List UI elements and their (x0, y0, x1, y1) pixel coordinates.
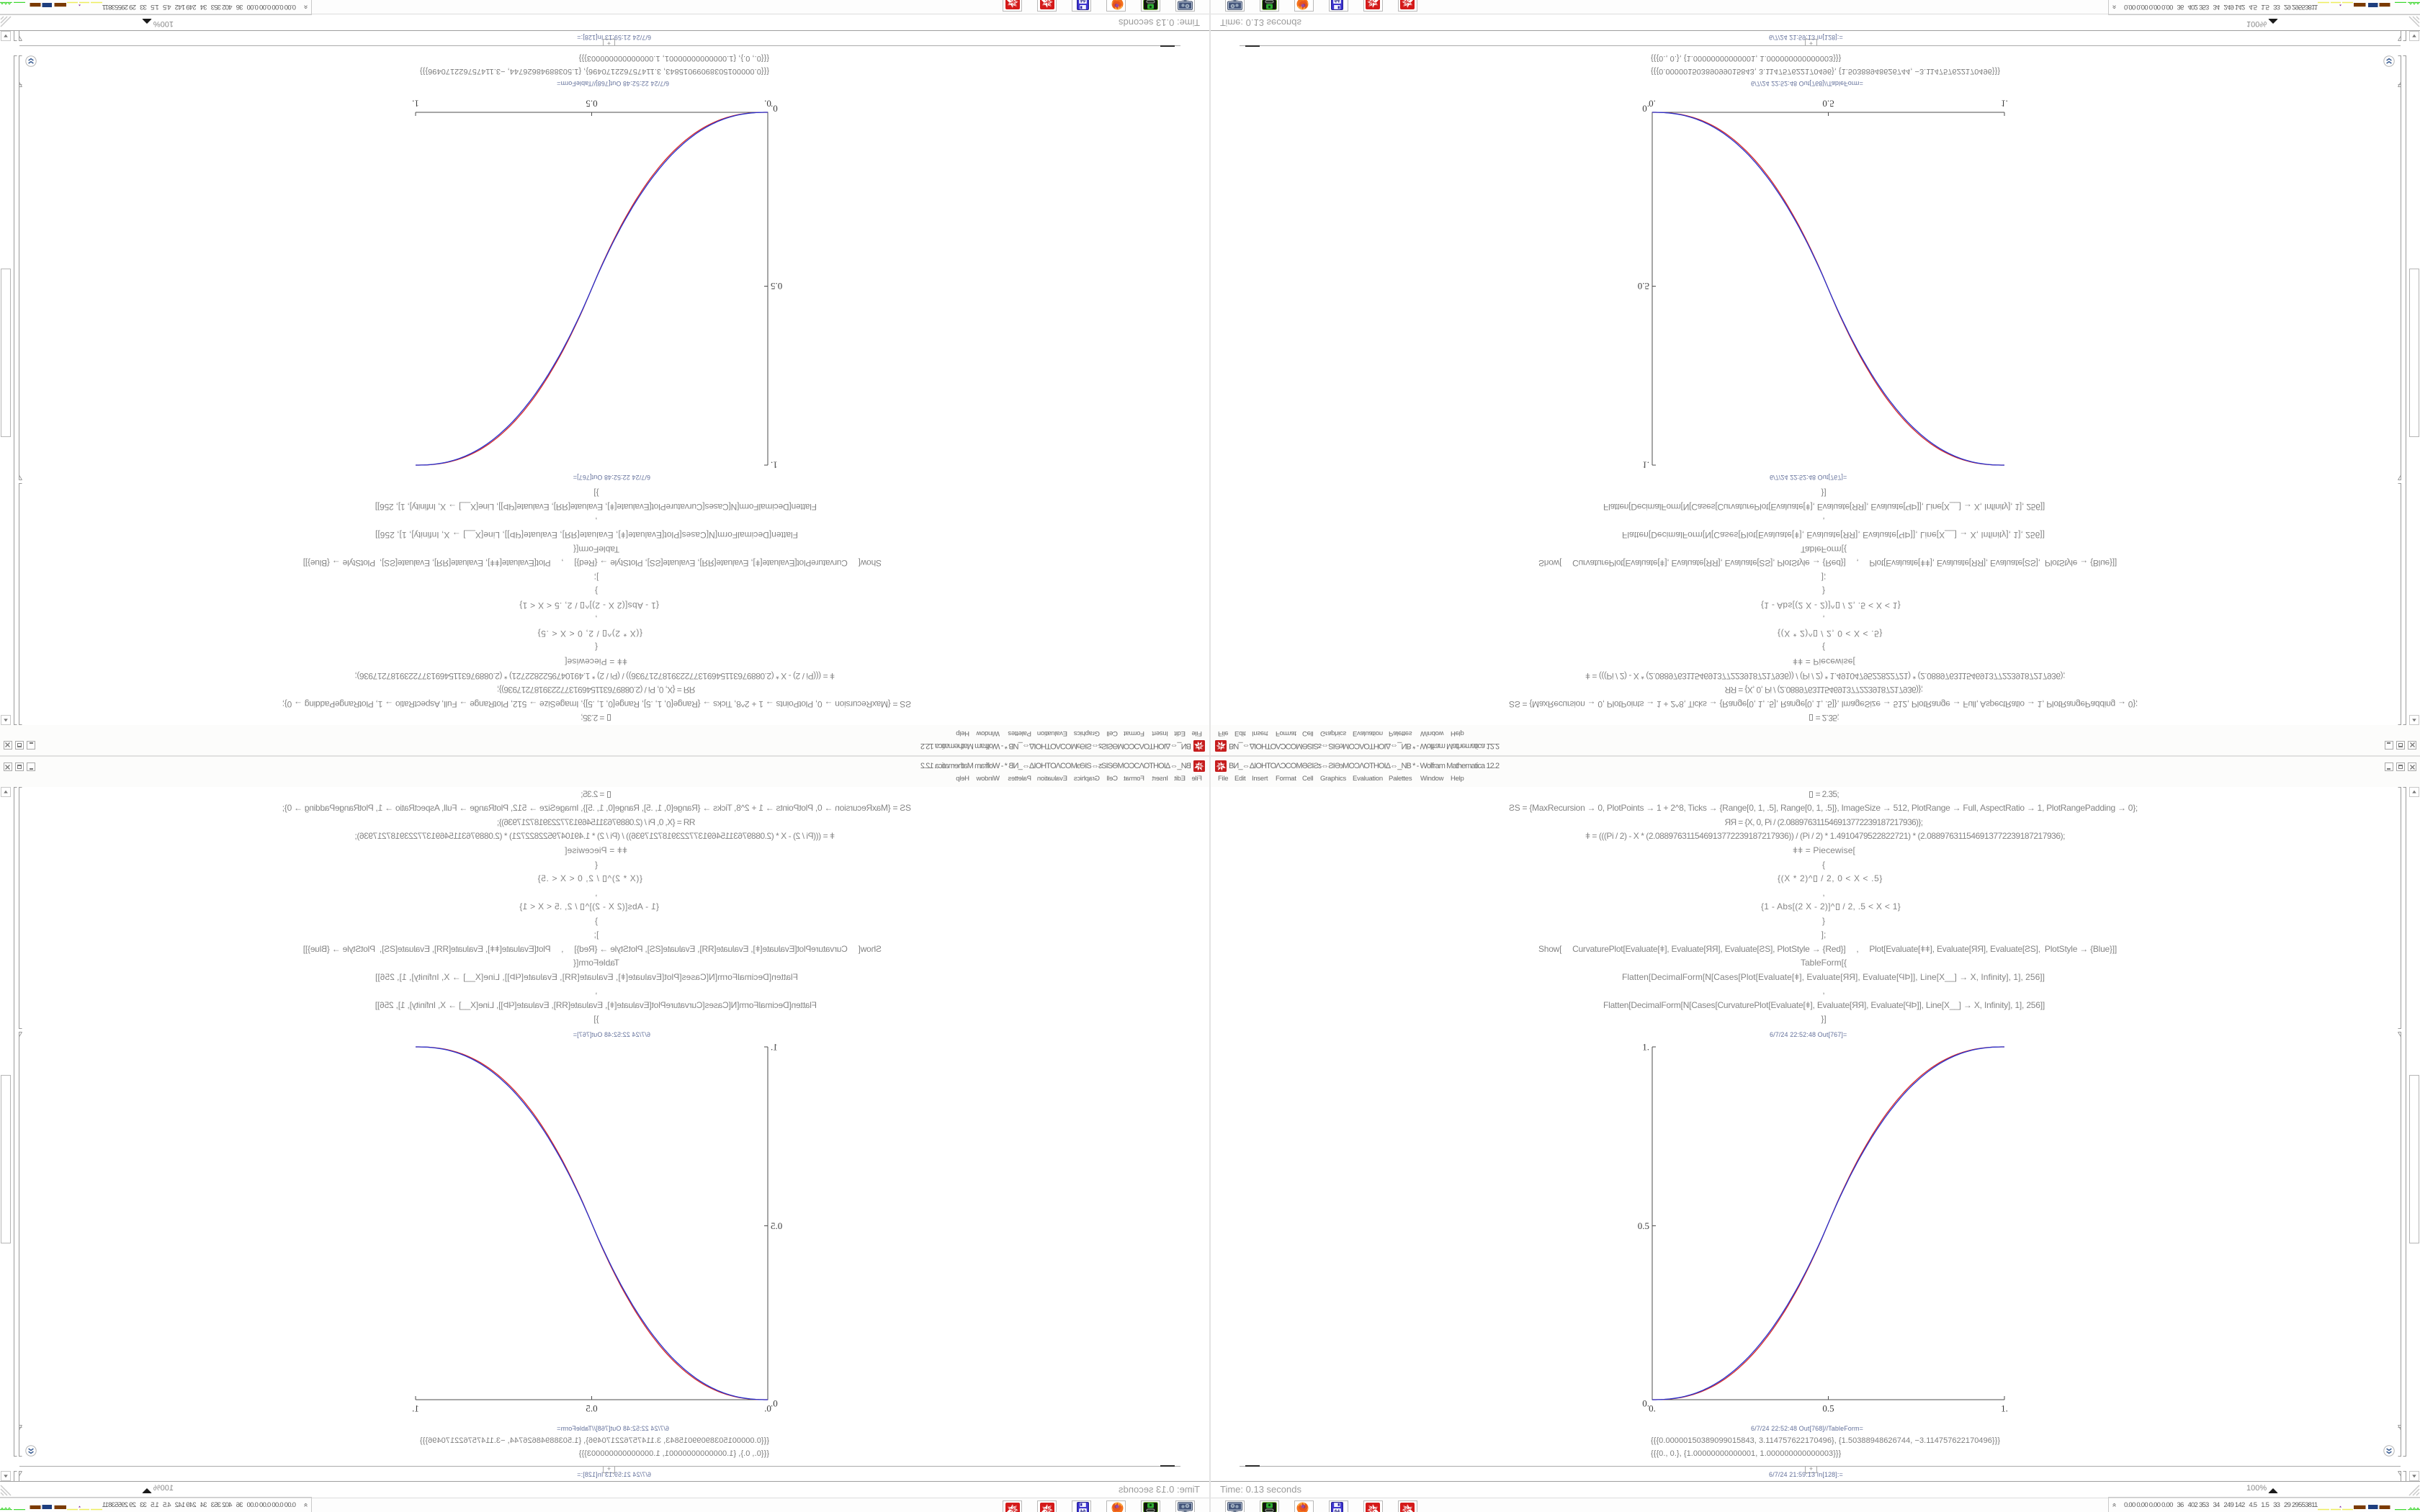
svg-text:0.: 0. (1642, 104, 1649, 114)
svg-text:64: 64 (1335, 1509, 1340, 1512)
svg-text:0.: 0. (764, 1403, 771, 1414)
svg-text:0.5: 0.5 (1638, 1220, 1649, 1231)
svg-text:1.: 1. (412, 1403, 419, 1414)
svg-text:1.: 1. (771, 460, 778, 471)
svg-text:0.5: 0.5 (771, 281, 782, 292)
svg-text:0.: 0. (771, 104, 778, 114)
svg-text:64: 64 (1335, 0, 1340, 3)
svg-text:0.5: 0.5 (771, 1220, 782, 1231)
svg-text:1.: 1. (1642, 460, 1649, 471)
svg-text:0.5: 0.5 (586, 99, 597, 109)
svg-text:64: 64 (1080, 1509, 1086, 1512)
svg-text:0.5: 0.5 (1822, 99, 1834, 109)
svg-text:0.: 0. (1649, 99, 1656, 109)
svg-text:1.: 1. (1642, 1042, 1649, 1053)
svg-text:0.5: 0.5 (586, 1403, 597, 1414)
svg-text:0.5: 0.5 (1822, 1403, 1834, 1414)
svg-text:64: 64 (1080, 0, 1086, 3)
svg-text:0.: 0. (764, 99, 771, 109)
svg-text:1.: 1. (412, 99, 419, 109)
svg-text:1.: 1. (2001, 99, 2008, 109)
svg-text:1.: 1. (771, 1042, 778, 1053)
svg-text:0.: 0. (1642, 1398, 1649, 1409)
svg-text:0.: 0. (771, 1398, 778, 1409)
svg-text:1.: 1. (2001, 1403, 2008, 1414)
svg-text:0.: 0. (1649, 1403, 1656, 1414)
svg-text:0.5: 0.5 (1638, 281, 1649, 292)
